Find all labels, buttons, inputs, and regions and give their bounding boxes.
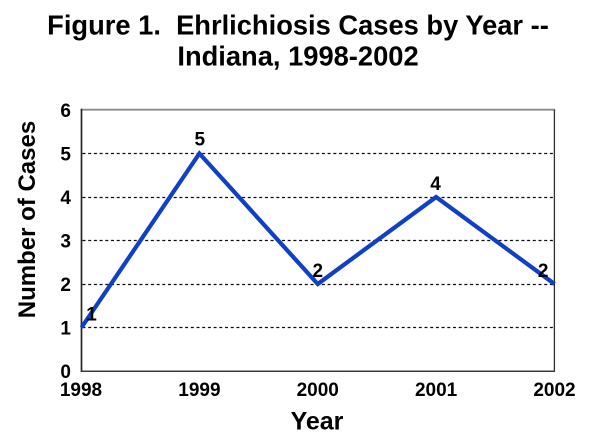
svg-text:4: 4 [60, 188, 71, 209]
svg-text:2002: 2002 [533, 380, 575, 401]
svg-text:Year: Year [291, 407, 344, 435]
svg-text:5: 5 [195, 130, 206, 151]
svg-text:Figure 1. Ehrlichiosis Cases: Figure 1. Ehrlichiosis Cases by Year -- [47, 9, 549, 40]
svg-text:2: 2 [538, 261, 549, 282]
svg-text:6: 6 [60, 101, 71, 122]
svg-text:5: 5 [60, 145, 71, 166]
svg-text:1998: 1998 [60, 380, 102, 401]
svg-text:3: 3 [60, 232, 71, 253]
svg-text:2001: 2001 [415, 380, 458, 401]
svg-text:Indiana, 1998-2002: Indiana, 1998-2002 [177, 41, 418, 72]
svg-text:2000: 2000 [297, 380, 339, 401]
svg-text:2: 2 [312, 261, 323, 282]
svg-text:1: 1 [60, 319, 71, 340]
svg-text:Number of Cases: Number of Cases [14, 121, 41, 318]
svg-text:4: 4 [430, 174, 441, 195]
svg-text:1: 1 [86, 305, 97, 326]
svg-text:1999: 1999 [178, 380, 220, 401]
svg-text:0: 0 [60, 362, 71, 383]
svg-text:2: 2 [60, 275, 71, 296]
